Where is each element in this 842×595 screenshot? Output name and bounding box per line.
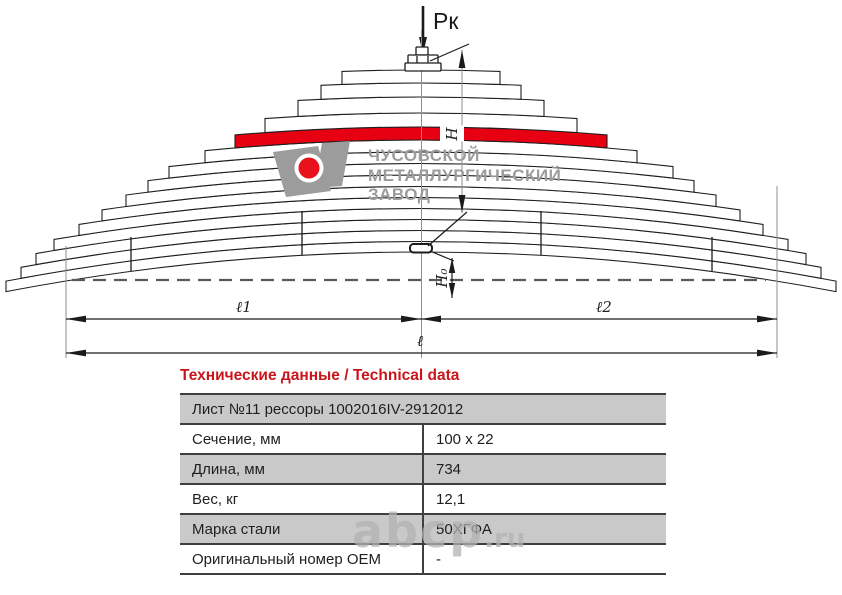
table-row: Вес, кг 12,1 xyxy=(180,483,666,514)
row-value: 12,1 xyxy=(423,483,666,514)
logo-text-line1: ЧУСОВСКОЙ xyxy=(368,146,480,165)
leaf-spring-technical-drawing: Рк xyxy=(5,6,837,358)
row-label: Вес, кг xyxy=(180,483,424,514)
row-value: 100 x 22 xyxy=(423,423,666,454)
logo-text-line2: МЕТАЛЛУРГИЧЕСКИЙ xyxy=(368,166,561,185)
technical-data-table: Лист №11 рессоры 1002016IV-2912012 Сечен… xyxy=(180,393,666,575)
abcp-watermark-suffix: .ru xyxy=(484,524,526,554)
dimension-h xyxy=(427,43,470,247)
spring-clamps xyxy=(130,211,713,271)
table-row: Длина, мм 734 xyxy=(180,453,666,484)
abcp-watermark: abcp.ru xyxy=(352,504,525,558)
row-value: 734 xyxy=(423,453,666,484)
dim-h0-label: H₀ xyxy=(433,268,451,288)
dim-l2-label: ℓ2 xyxy=(596,298,612,316)
center-bolt-nut xyxy=(409,243,433,254)
table-row: Оригинальный номер OEM - xyxy=(180,543,666,575)
dim-h-label: H xyxy=(443,127,461,142)
center-bolt xyxy=(404,46,442,72)
logo-red-dot xyxy=(298,157,320,179)
logo-shape-right xyxy=(314,141,350,188)
table-row: Лист №11 рессоры 1002016IV-2912012 xyxy=(180,393,666,424)
dim-l1-label: ℓ1 xyxy=(236,298,252,316)
technical-data-section: Технические данные / Technical data Лист… xyxy=(180,367,666,575)
dimension-h0 xyxy=(429,250,456,298)
factory-logo: ЧУСОВСКОЙ МЕТАЛЛУРГИЧЕСКИЙ ЗАВОД xyxy=(273,141,561,204)
force-label: Рк xyxy=(433,8,459,34)
row-label: Марка стали xyxy=(180,513,424,544)
table-row: Марка стали 50ХГФА xyxy=(180,513,666,544)
part-designation: Лист №11 рессоры 1002016IV-2912012 xyxy=(180,393,666,424)
row-label: Оригинальный номер OEM xyxy=(180,543,424,575)
table-row: Сечение, мм 100 x 22 xyxy=(180,423,666,454)
row-label: Сечение, мм xyxy=(180,423,424,454)
abcp-watermark-text: abcp xyxy=(352,504,485,558)
logo-text-line3: ЗАВОД xyxy=(368,185,430,204)
technical-data-title: Технические данные / Technical data xyxy=(180,367,460,384)
row-label: Длина, мм xyxy=(180,453,424,484)
row-value: 50ХГФА xyxy=(423,513,666,544)
dimension-l xyxy=(66,349,777,357)
dim-l-label: ℓ xyxy=(417,332,423,350)
dimension-l1-l2 xyxy=(66,315,777,323)
row-value: - xyxy=(423,543,666,575)
